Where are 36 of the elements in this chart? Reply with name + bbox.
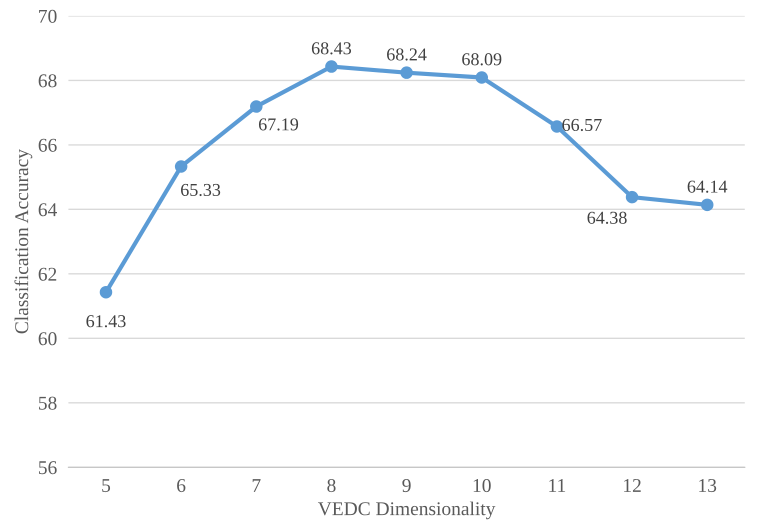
y-tick-label: 66 (38, 138, 57, 152)
data-label: 64.14 (688, 180, 728, 193)
x-tick-label: 9 (402, 479, 411, 492)
y-tick-label: 60 (38, 332, 57, 346)
y-tick-label: 62 (38, 268, 56, 281)
y-tick-label: 64 (38, 203, 57, 216)
x-tick-label: 11 (549, 479, 566, 492)
y-tick-label: 70 (39, 10, 57, 23)
point (250, 100, 263, 113)
data-label: 68.09 (462, 53, 502, 66)
data-label: 67.19 (258, 118, 298, 131)
x-tick-label: 5 (102, 479, 110, 492)
point (325, 60, 338, 73)
point (700, 198, 714, 212)
point (626, 190, 638, 204)
data-label: 68.24 (387, 48, 427, 61)
data-label: 65.33 (181, 184, 220, 196)
point (476, 71, 488, 84)
y-tick-label: 68 (38, 74, 57, 88)
y-axis-title: Classification Accuracy (14, 149, 32, 334)
data-label: 68.43 (312, 42, 352, 54)
data-label: 66.57 (562, 118, 602, 132)
y-tick-label: 56 (38, 461, 57, 474)
x-tick-label: 10 (474, 478, 491, 492)
x-axis-title: VEDC Dimensionality (318, 502, 496, 520)
point (400, 66, 413, 79)
x-tick-label: 13 (699, 479, 716, 492)
point (100, 286, 112, 298)
x-tick-label: 8 (327, 478, 336, 492)
x-tick-label: 6 (177, 479, 186, 492)
data-label: 61.43 (86, 315, 126, 328)
point (174, 160, 188, 173)
x-tick-label: 12 (624, 479, 641, 492)
x-tick-label: 7 (252, 479, 261, 492)
y-tick-label: 58 (38, 396, 57, 410)
data-label: 64.38 (588, 212, 627, 224)
